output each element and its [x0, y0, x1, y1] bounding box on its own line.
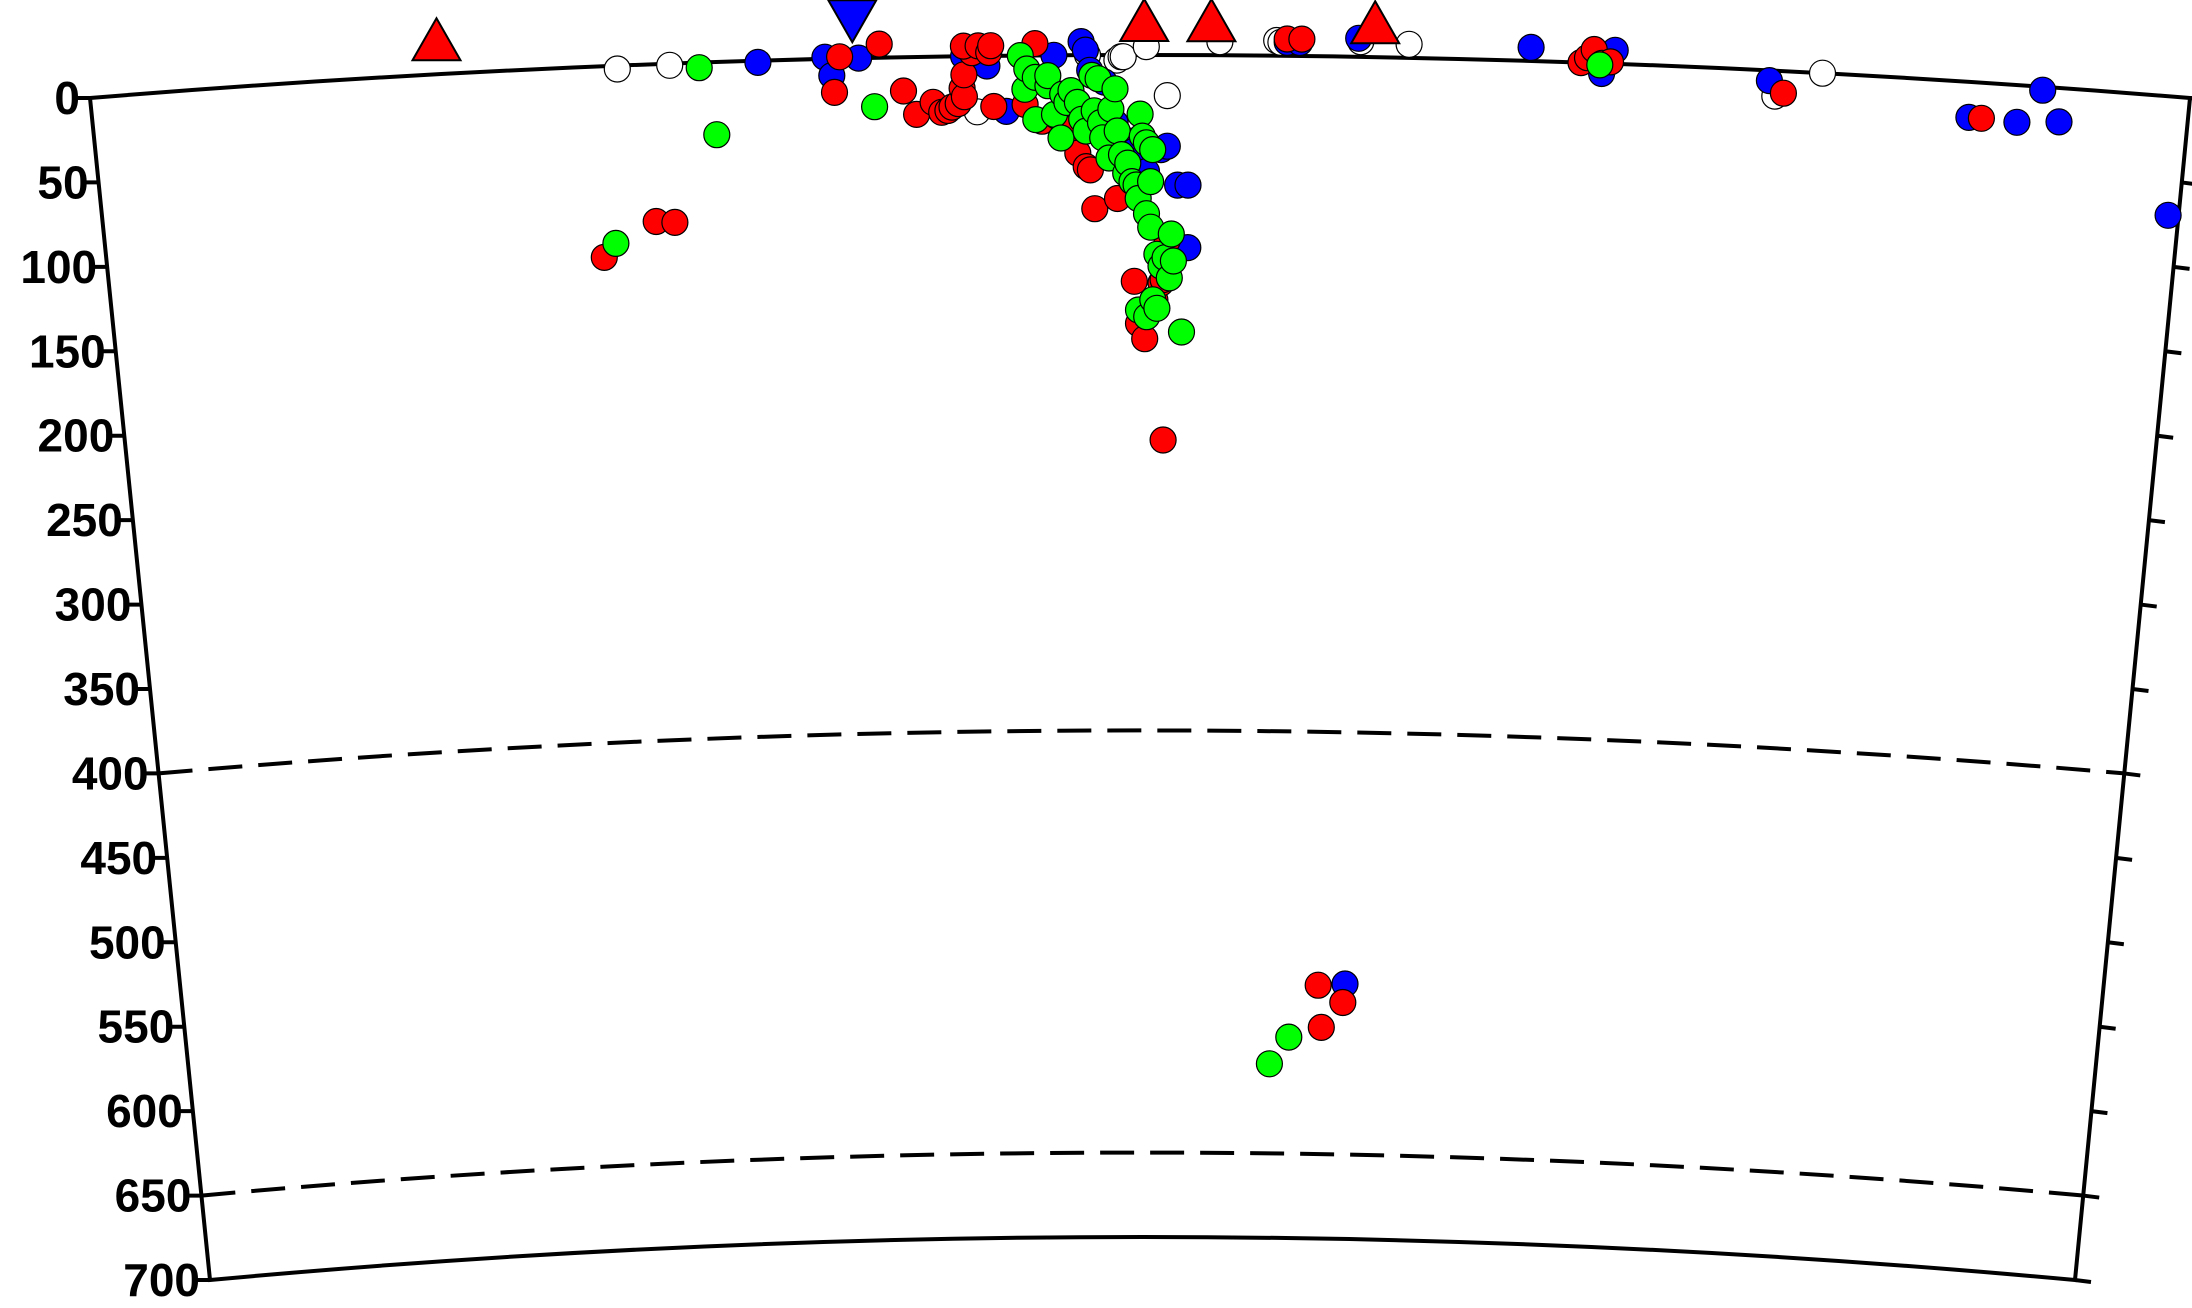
hypocenter-point-green: [703, 121, 731, 149]
right-tick: [2082, 1193, 2100, 1200]
hypocenter-point-red: [1081, 195, 1109, 223]
y-axis: 0 50 100 150 200 250 300 350 400 450 500 550 600 650 7…: [20, 72, 210, 1306]
hypocenter-point-blue: [2029, 76, 2057, 104]
hypocenter-point-open: [603, 55, 631, 83]
right-tick: [2148, 518, 2166, 525]
hypocenter-point-blue: [1174, 171, 1202, 199]
right-tick: [2165, 349, 2182, 356]
y-tick-label: 550: [98, 1001, 175, 1053]
right-tick: [2115, 855, 2133, 862]
hypocenter-point-blue: [744, 48, 772, 77]
reference-line-0: [158, 728, 2125, 776]
reference-lines: [158, 728, 2125, 1198]
hypocenter-point-green: [1101, 75, 1129, 103]
right-tick: [2099, 1024, 2116, 1031]
right-tick: [2173, 264, 2190, 271]
hypocenter-points: [590, 24, 2182, 1078]
right-tick: [2156, 433, 2174, 440]
hypocenter-point-green: [1136, 168, 1165, 196]
right-axis-ticks: [2074, 96, 2192, 1284]
hypocenter-point-green: [1047, 124, 1075, 152]
hypocenter-point-red: [1329, 988, 1357, 1017]
y-tick-label: 450: [80, 832, 157, 884]
hypocenter-point-open: [1153, 81, 1181, 110]
hypocenter-point-green: [1143, 294, 1171, 322]
y-tick-label: 300: [55, 579, 132, 631]
hypocenter-point-open: [1109, 43, 1137, 71]
volcano-triangle-icon: [410, 16, 463, 62]
hypocenter-point-green: [1159, 247, 1188, 275]
reference-line-1: [201, 1150, 2084, 1198]
y-tick-label: 400: [72, 747, 149, 799]
station-triangle-icon: [827, 0, 878, 45]
right-tick: [2181, 180, 2192, 186]
y-tick-label: 650: [115, 1170, 192, 1222]
hypocenter-point-green: [1275, 1023, 1303, 1051]
y-tick-label: 100: [20, 241, 97, 293]
y-tick-label: 350: [63, 663, 140, 715]
volcano-triangle-icon: [1118, 0, 1170, 42]
right-tick: [2074, 1278, 2092, 1284]
hypocenter-point-green: [1103, 117, 1131, 145]
y-tick-label: 250: [46, 494, 123, 546]
hypocenter-point-red: [820, 78, 849, 107]
volcano-triangle-icon: [1185, 0, 1238, 43]
right-tick: [2140, 602, 2157, 609]
y-tick-label: 500: [89, 916, 166, 968]
hypocenter-point-red: [977, 32, 1005, 60]
plot-frame: [87, 53, 2192, 1283]
hypocenter-point-blue: [2154, 201, 2182, 229]
hypocenter-point-open: [1808, 59, 1837, 87]
right-tick: [2107, 940, 2125, 947]
hypocenter-point-green: [1167, 318, 1196, 346]
hypocenter-point-red: [825, 43, 854, 71]
hypocenter-point-blue: [1517, 33, 1545, 62]
right-tick: [2124, 771, 2141, 778]
hypocenter-point-red: [865, 30, 893, 58]
hypocenter-point-red: [1149, 426, 1177, 454]
hypocenter-point-green: [1255, 1050, 1284, 1078]
hypocenter-point-blue: [2003, 108, 2031, 136]
volcano-triangle-icon: [1349, 0, 1401, 45]
hypocenter-point-red: [661, 208, 689, 236]
y-tick-label: 0: [54, 72, 80, 124]
right-tick: [2132, 687, 2149, 693]
hypocenter-point-open: [1395, 30, 1423, 58]
hypocenter-point-open: [656, 51, 684, 79]
hypocenter-point-green: [1034, 61, 1062, 90]
y-tick-label: 50: [37, 156, 88, 208]
hypocenter-point-red: [889, 77, 918, 105]
hypocenter-point-red: [1967, 104, 1996, 132]
surface-markers: [410, 0, 1401, 62]
hypocenter-point-green: [1157, 220, 1185, 248]
right-tick: [2091, 1109, 2108, 1116]
hypocenter-point-red: [1288, 25, 1316, 53]
hypocenter-point-green: [1139, 136, 1167, 164]
hypocenter-point-green: [860, 93, 889, 121]
y-tick-label: 600: [106, 1085, 183, 1137]
y-tick-label: 700: [123, 1254, 200, 1306]
hypocenter-point-green: [1586, 51, 1614, 79]
y-tick-label: 200: [38, 410, 115, 462]
y-tick-label: 150: [29, 325, 106, 377]
hypocenter-point-red: [1769, 79, 1798, 107]
hypocenter-point-red: [1304, 971, 1332, 999]
hypocenter-point-red: [980, 92, 1008, 121]
hypocenter-point-green: [602, 229, 630, 257]
hypocenter-point-red: [1307, 1013, 1335, 1042]
hypocenter-point-green: [685, 54, 713, 82]
hypocenter-point-blue: [2045, 108, 2073, 136]
hypocenter-point-red: [1120, 267, 1148, 295]
